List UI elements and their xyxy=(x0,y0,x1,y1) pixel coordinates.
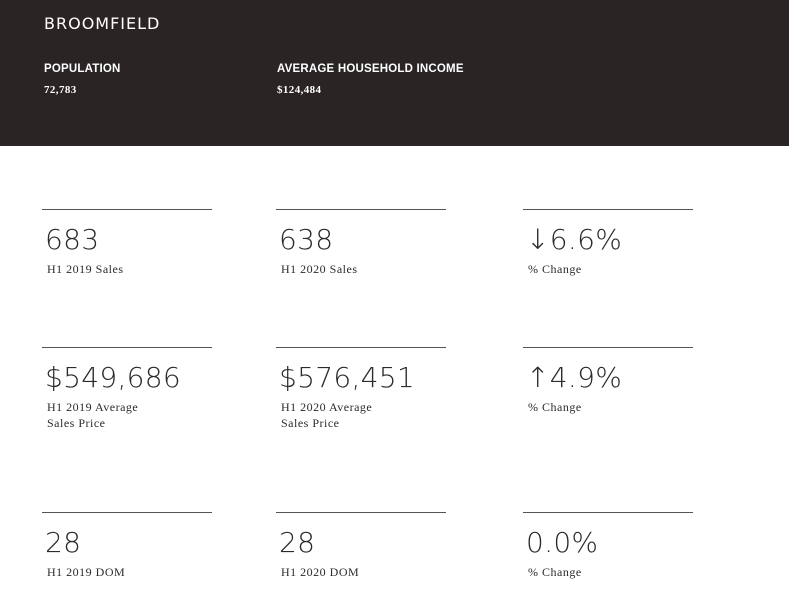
metric-sales-2020: 638 H1 2020 Sales xyxy=(276,209,446,277)
metric-caption: H1 2019 Sales xyxy=(47,262,124,276)
metric-price-2020: $576,451 H1 2020 Average Sales Price xyxy=(276,347,446,431)
metric-caption: H1 2019 Average Sales Price xyxy=(47,400,139,430)
population-value: 72,783 xyxy=(44,84,77,96)
metric-dom-change: 0.0% % Change xyxy=(523,512,693,580)
metric-value: 28 xyxy=(45,526,82,559)
metric-caption: H1 2019 DOM xyxy=(47,565,126,579)
income-value: $124,484 xyxy=(277,84,322,96)
metric-value: $549,686 xyxy=(45,361,182,394)
metric-value: $576,451 xyxy=(279,361,416,394)
metric-caption: % Change xyxy=(528,565,582,579)
metric-value: 683 xyxy=(45,223,100,256)
divider xyxy=(523,347,693,348)
metric-caption: H1 2020 Average Sales Price xyxy=(281,400,373,430)
divider xyxy=(276,347,446,348)
metric-caption: H1 2020 DOM xyxy=(281,565,360,579)
metric-sales-2019: 683 H1 2019 Sales xyxy=(42,209,212,277)
metric-dom-2019: 28 H1 2019 DOM xyxy=(42,512,212,580)
divider xyxy=(523,512,693,513)
divider xyxy=(276,512,446,513)
metric-value: ↑4.9% xyxy=(526,361,623,394)
metric-caption: % Change xyxy=(528,262,582,276)
metric-price-change: ↑4.9% % Change xyxy=(523,347,693,415)
divider xyxy=(42,512,212,513)
metric-value: 638 xyxy=(279,223,334,256)
divider xyxy=(42,347,212,348)
income-label: AVERAGE HOUSEHOLD INCOME xyxy=(277,63,464,75)
metric-caption: % Change xyxy=(528,400,582,414)
metric-sales-change: ↓6.6% % Change xyxy=(523,209,693,277)
divider xyxy=(276,209,446,210)
divider xyxy=(523,209,693,210)
metric-value: 0.0% xyxy=(526,526,599,559)
metric-price-2019: $549,686 H1 2019 Average Sales Price xyxy=(42,347,212,431)
divider xyxy=(42,209,212,210)
market-header: BROOMFIELD POPULATION 72,783 AVERAGE HOU… xyxy=(0,0,789,146)
metric-value: 28 xyxy=(279,526,316,559)
city-title: BROOMFIELD xyxy=(44,14,161,33)
metric-value: ↓6.6% xyxy=(526,223,623,256)
metric-dom-2020: 28 H1 2020 DOM xyxy=(276,512,446,580)
population-label: POPULATION xyxy=(44,63,121,75)
metric-caption: H1 2020 Sales xyxy=(281,262,358,276)
